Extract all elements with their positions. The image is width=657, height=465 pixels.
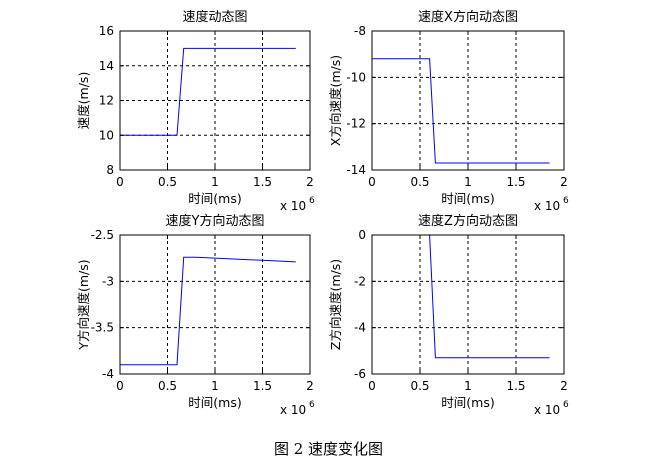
y-tick-label: 12 bbox=[99, 94, 114, 108]
y-axis-label: 速度(m/s) bbox=[76, 72, 91, 130]
x-axis-exponent: 6 bbox=[563, 400, 569, 410]
x-axis-label: 时间(ms) bbox=[441, 395, 494, 410]
x-tick-label: 0 bbox=[368, 379, 376, 393]
y-axis-label: Z方向速度(m/s) bbox=[328, 259, 343, 350]
y-tick-label: -2 bbox=[354, 274, 366, 288]
x-tick-label: 1.5 bbox=[506, 379, 525, 393]
x-axis-exponent: 6 bbox=[309, 400, 315, 410]
x-tick-label: 1 bbox=[211, 379, 219, 393]
x-tick-label: 0.5 bbox=[158, 175, 177, 189]
y-tick-label: -2.5 bbox=[91, 228, 114, 242]
chart-title: 速度动态图 bbox=[182, 9, 247, 25]
y-tick-label: -4 bbox=[102, 367, 114, 381]
y-axis-label: Y方向速度(m/s) bbox=[76, 259, 91, 350]
chart-title: 速度Y方向动态图 bbox=[166, 213, 265, 229]
x-tick-label: 0 bbox=[368, 175, 376, 189]
series-line-1 bbox=[372, 58, 550, 164]
chart-title: 速度Z方向动态图 bbox=[418, 213, 518, 229]
x-tick-label: 0 bbox=[116, 175, 124, 189]
x-tick-label: 1 bbox=[464, 379, 472, 393]
y-tick-label: -3 bbox=[102, 274, 114, 288]
x-axis-label: 时间(ms) bbox=[188, 191, 241, 206]
y-tick-label: -6 bbox=[354, 367, 366, 381]
y-tick-label: -12 bbox=[346, 117, 366, 131]
x-axis-multiplier: x 10 bbox=[534, 199, 560, 213]
series-line-1 bbox=[120, 47, 296, 136]
x-axis-multiplier: x 10 bbox=[534, 403, 560, 417]
series-line-1 bbox=[120, 256, 296, 366]
y-tick-label: -10 bbox=[346, 70, 366, 84]
x-tick-label: 0.5 bbox=[158, 379, 177, 393]
x-axis-exponent: 6 bbox=[563, 196, 569, 206]
x-tick-label: 1 bbox=[464, 175, 472, 189]
y-tick-label: 14 bbox=[99, 59, 114, 73]
y-tick-label: 16 bbox=[99, 24, 114, 38]
y-tick-label: -3.5 bbox=[91, 321, 114, 335]
y-tick-label: -8 bbox=[354, 24, 366, 38]
x-tick-label: 1.5 bbox=[253, 379, 272, 393]
x-tick-label: 2 bbox=[560, 175, 568, 189]
x-tick-label: 2 bbox=[560, 379, 568, 393]
y-tick-label: 8 bbox=[106, 163, 114, 177]
x-tick-label: 1.5 bbox=[253, 175, 272, 189]
x-axis-exponent: 6 bbox=[309, 196, 315, 206]
x-tick-label: 0 bbox=[116, 379, 124, 393]
x-tick-label: 2 bbox=[306, 379, 314, 393]
x-axis-label: 时间(ms) bbox=[188, 395, 241, 410]
x-tick-label: 0.5 bbox=[410, 175, 429, 189]
x-tick-label: 1 bbox=[211, 175, 219, 189]
x-tick-label: 1.5 bbox=[506, 175, 525, 189]
y-tick-label: 10 bbox=[99, 128, 114, 142]
figure-caption: 图 2 速度变化图 bbox=[273, 440, 384, 458]
x-tick-label: 2 bbox=[306, 175, 314, 189]
y-tick-label: -4 bbox=[354, 321, 366, 335]
y-tick-label: 0 bbox=[358, 228, 366, 242]
chart-title: 速度X方向动态图 bbox=[418, 9, 518, 25]
x-axis-multiplier: x 10 bbox=[280, 199, 306, 213]
y-tick-label: -14 bbox=[346, 163, 366, 177]
x-axis-label: 时间(ms) bbox=[441, 191, 494, 206]
x-tick-label: 0.5 bbox=[410, 379, 429, 393]
x-axis-multiplier: x 10 bbox=[280, 403, 306, 417]
y-axis-label: X方向速度(m/s) bbox=[328, 55, 343, 146]
